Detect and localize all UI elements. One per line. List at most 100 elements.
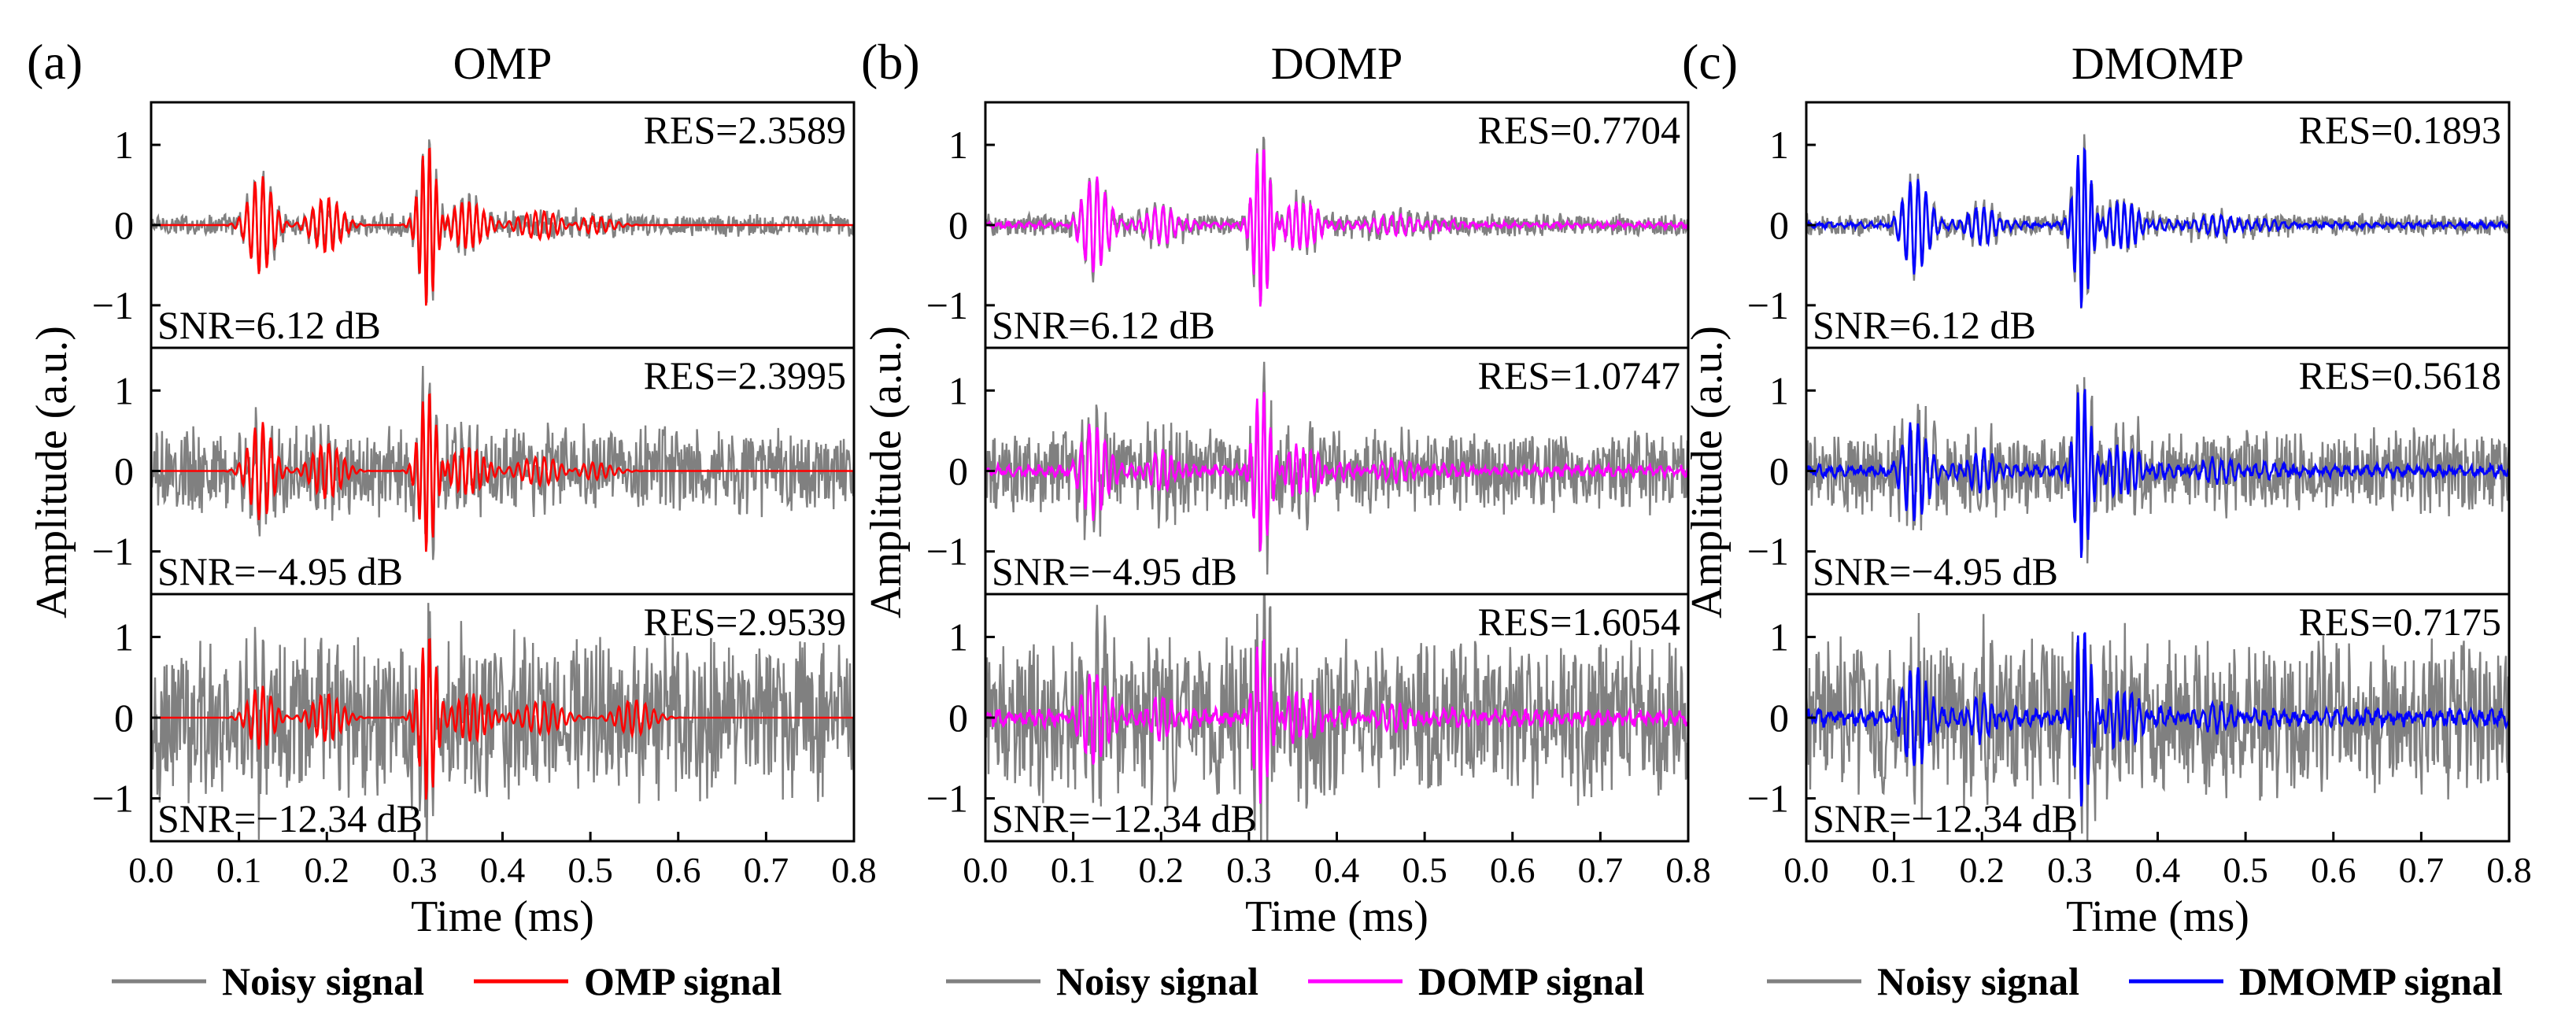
reconstructed-signal-line [985, 392, 1688, 552]
noisy-signal-line [985, 594, 1688, 841]
x-tick-label: 0.1 [1872, 850, 1917, 890]
legend-label-noisy: Noisy signal [222, 959, 424, 1003]
y-tick-label: 0 [114, 449, 134, 493]
x-tick-label: 0.8 [2486, 850, 2532, 890]
x-tick-label: 0.6 [2311, 850, 2356, 890]
snr-label: SNR=−4.95 dB [992, 549, 1237, 593]
panel-dmomp: (c) DMOMP 1 0 −1 RES=0.1893 SNR=6.12 dB 1 0 −1 RES… [1682, 34, 2532, 1003]
y-tick-label: −1 [1747, 530, 1789, 574]
y-tick-label: 0 [1769, 203, 1789, 247]
reconstructed-signal-line [985, 638, 1688, 804]
legend-label-reconstructed: DOMP signal [1418, 959, 1645, 1003]
snr-label: SNR=−4.95 dB [1813, 549, 2058, 593]
x-tick-label: 0.6 [1490, 850, 1536, 890]
x-tick-label: 0.2 [1139, 850, 1185, 890]
reconstructed-signal-line [1806, 632, 2509, 807]
y-tick-label: 1 [1769, 123, 1789, 167]
res-label: RES=1.0747 [1478, 353, 1680, 397]
x-tick-label: 0.7 [2399, 850, 2445, 890]
y-tick-label: −1 [1747, 777, 1789, 821]
x-tick-label: 0.3 [1226, 850, 1272, 890]
panel-title: DOMP [1271, 38, 1403, 89]
legend: Noisy signal OMP signal [112, 959, 782, 1003]
y-tick-label: 0 [1769, 449, 1789, 493]
y-tick-label: −1 [92, 530, 134, 574]
reconstructed-signal-line [151, 393, 854, 552]
y-tick-label: 1 [1769, 615, 1789, 659]
y-tick-label: 1 [948, 123, 968, 167]
y-tick-label: 0 [114, 696, 134, 740]
x-tick-label: 0.4 [2135, 850, 2181, 890]
y-tick-label: 0 [948, 203, 968, 247]
y-axis-label: Amplitude (a.u.) [28, 326, 76, 619]
res-label: RES=0.5618 [2299, 353, 2501, 397]
x-tick-label: 0.6 [656, 850, 701, 890]
res-label: RES=0.1893 [2299, 108, 2501, 152]
x-tick-label: 0.8 [1665, 850, 1711, 890]
reconstructed-signal-line [1806, 389, 2509, 559]
y-tick-label: 0 [948, 696, 968, 740]
res-label: RES=2.9539 [644, 600, 846, 644]
x-tick-label: 0.5 [567, 850, 613, 890]
subplot: 1 0 −1 RES=1.0747 SNR=−4.95 dB [926, 346, 1690, 596]
snr-label: SNR=−12.34 dB [1813, 796, 2078, 840]
x-tick-label: 0.3 [2047, 850, 2093, 890]
res-label: RES=0.7175 [2299, 600, 2501, 644]
x-tick-label: 0.0 [1783, 850, 1829, 890]
snr-label: SNR=6.12 dB [157, 303, 381, 347]
legend-label-reconstructed: OMP signal [584, 959, 782, 1003]
x-tick-label: 0.0 [963, 850, 1008, 890]
x-tick-label: 0.2 [305, 850, 350, 890]
y-tick-label: 1 [948, 368, 968, 412]
subplot: 1 0 −1 RES=1.6054 SNR=−12.34 dB [926, 593, 1690, 843]
y-tick-label: 1 [114, 615, 134, 659]
y-tick-label: 1 [1769, 368, 1789, 412]
x-tick-label: 0.0 [128, 850, 174, 890]
x-tick-label: 0.5 [2223, 850, 2268, 890]
y-tick-label: −1 [92, 777, 134, 821]
panel-domp: (b) DOMP 1 0 −1 RES=0.7704 SNR=6.12 dB 1 0 −1 RES=… [861, 34, 1711, 1003]
subplot: 1 0 −1 RES=2.3995 SNR=−4.95 dB [92, 346, 856, 596]
reconstructed-signal-line [151, 147, 854, 306]
x-tick-label: 0.4 [480, 850, 526, 890]
y-tick-label: −1 [926, 530, 968, 574]
y-tick-label: −1 [926, 283, 968, 327]
x-axis-label: Time (ms) [1245, 892, 1428, 941]
x-tick-label: 0.8 [831, 850, 877, 890]
subplot: 1 0 −1 RES=0.5618 SNR=−4.95 dB [1747, 346, 2511, 596]
snr-label: SNR=6.12 dB [992, 303, 1215, 347]
subplot: 1 0 −1 RES=2.9539 SNR=−12.34 dB [92, 593, 856, 843]
reconstructed-signal-line [1806, 146, 2509, 308]
x-tick-label: 0.4 [1314, 850, 1360, 890]
res-label: RES=2.3589 [644, 108, 846, 152]
x-tick-label: 0.7 [1578, 850, 1624, 890]
y-tick-label: −1 [1747, 283, 1789, 327]
y-axis-label: Amplitude (a.u.) [862, 326, 911, 619]
res-label: RES=2.3995 [644, 353, 846, 397]
noisy-signal-line [151, 603, 854, 841]
x-axis-label: Time (ms) [411, 892, 594, 941]
res-label: RES=0.7704 [1478, 108, 1680, 152]
subplot: 1 0 −1 RES=0.7704 SNR=6.12 dB [926, 101, 1690, 349]
x-tick-label: 0.3 [392, 850, 438, 890]
y-tick-label: −1 [92, 283, 134, 327]
reconstructed-signal-line [985, 149, 1688, 307]
y-tick-label: −1 [926, 777, 968, 821]
y-tick-label: 0 [1769, 696, 1789, 740]
legend-label-noisy: Noisy signal [1877, 959, 2079, 1003]
y-tick-label: 1 [948, 615, 968, 659]
panel-title: OMP [453, 38, 553, 89]
legend-label-reconstructed: DMOMP signal [2239, 959, 2503, 1003]
y-axis-label: Amplitude (a.u.) [1683, 326, 1732, 619]
y-tick-label: 1 [114, 123, 134, 167]
snr-label: SNR=−12.34 dB [157, 796, 423, 840]
y-tick-label: 1 [114, 368, 134, 412]
snr-label: SNR=−4.95 dB [157, 549, 403, 593]
subplot: 1 0 −1 RES=2.3589 SNR=6.12 dB [92, 101, 856, 349]
y-tick-label: 0 [948, 449, 968, 493]
snr-label: SNR=6.12 dB [1813, 303, 2036, 347]
x-axis-label: Time (ms) [2066, 892, 2249, 941]
x-tick-label: 0.2 [1960, 850, 2005, 890]
x-tick-label: 0.7 [744, 850, 789, 890]
